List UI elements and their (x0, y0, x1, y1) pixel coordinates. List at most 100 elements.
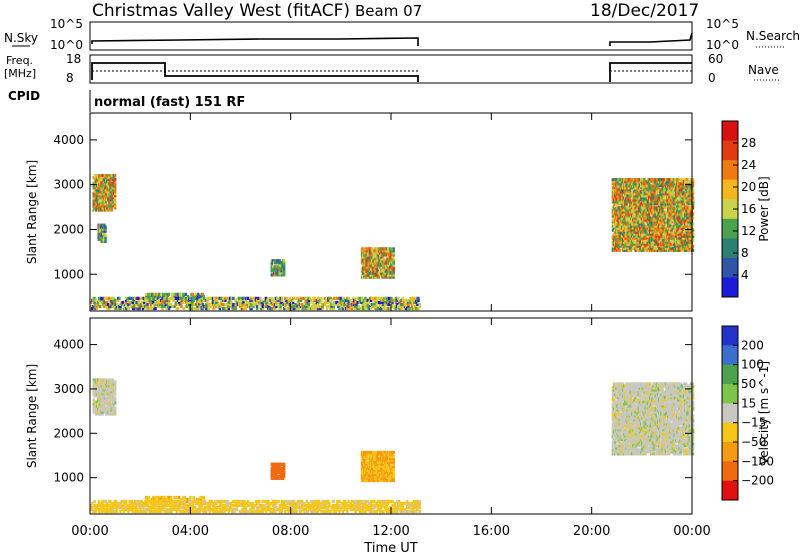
colorbar-title: Power [dB] (757, 176, 771, 241)
range-gate-cell (681, 178, 685, 182)
cpid-label: CPID (8, 89, 40, 103)
range-gate-cell (190, 304, 193, 309)
range-gate-cell (670, 188, 673, 192)
range-gate-cell (102, 188, 106, 192)
range-gate-cell (390, 450, 393, 455)
range-gate-cell (162, 292, 165, 296)
range-gate-cell (691, 244, 695, 248)
range-gate-cell (105, 300, 109, 305)
range-gate-cell (364, 304, 367, 309)
range-gate-cell (691, 180, 695, 184)
nsearch-label: N.Search (746, 29, 800, 43)
range-gate-cell (154, 497, 157, 502)
range-gate-cell (655, 192, 659, 196)
range-gate-cell (119, 503, 122, 508)
range-gate-cell (671, 246, 674, 250)
range-gate-cell (674, 184, 678, 188)
range-gate-cell (283, 273, 286, 277)
range-gate-cell (653, 190, 656, 194)
range-gate-cell (375, 458, 378, 463)
range-gate-cell (261, 302, 264, 307)
range-gate-cell (114, 388, 117, 392)
range-gate-cell (392, 259, 395, 263)
range-gate-cell (246, 296, 250, 300)
range-gate-cell (379, 304, 382, 309)
range-gate-cell (394, 306, 398, 311)
range-gate-cell (616, 208, 619, 212)
range-gate-cell (141, 302, 145, 307)
range-gate-cell (158, 294, 162, 298)
range-gate-cell (691, 236, 695, 240)
range-gate-cell (377, 464, 381, 469)
range-gate-cell (252, 304, 255, 309)
range-gate-cell (377, 468, 381, 473)
range-gate-cell (360, 247, 364, 251)
range-gate-cell (272, 273, 276, 277)
range-gate-cell (673, 244, 677, 248)
range-gate-cell (112, 390, 116, 394)
y-axis-title: Slant Range [km] (25, 160, 39, 264)
range-gate-cell (113, 509, 117, 514)
range-gate-cell (234, 306, 237, 311)
range-gate-cell (122, 499, 126, 504)
range-gate-cell (307, 306, 311, 311)
range-gate-cell (320, 298, 323, 302)
range-gate-cell (276, 300, 279, 305)
range-gate-cell (679, 208, 682, 212)
range-gate-cell (120, 302, 123, 307)
range-gate-cell (389, 468, 392, 473)
range-gate-cell (117, 505, 120, 510)
range-gate-cell (374, 275, 377, 279)
range-gate-cell (624, 206, 627, 210)
range-gate-cell (227, 306, 231, 311)
range-gate-cell (129, 507, 132, 512)
range-gate-cell (93, 300, 96, 305)
range-gate-cell (369, 474, 373, 479)
range-gate-cell (125, 306, 128, 311)
range-gate-cell (674, 234, 678, 238)
range-gate-cell (119, 306, 122, 311)
range-gate-cell (181, 296, 184, 300)
range-gate-cell (293, 306, 296, 311)
range-gate-cell (643, 234, 646, 238)
range-gate-cell (388, 476, 391, 481)
range-gate-cell (180, 497, 183, 502)
range-gate-cell (307, 300, 311, 305)
range-gate-cell (164, 302, 167, 307)
range-gate-cell (611, 186, 615, 190)
range-gate-cell (91, 505, 94, 510)
range-gate-cell (114, 306, 118, 311)
range-gate-cell (182, 306, 185, 311)
range-gate-cell (371, 273, 374, 277)
range-gate-cell (691, 178, 695, 182)
range-gate-cell (676, 222, 679, 226)
range-gate-cell (392, 271, 395, 275)
range-gate-cell (277, 296, 280, 300)
range-gate-cell (180, 292, 183, 296)
range-gate-cell (369, 460, 373, 465)
range-gate-cell (374, 474, 377, 479)
range-gate-cell (97, 298, 101, 302)
range-gate-cell (674, 232, 678, 236)
y-tick-label: 3000 (53, 178, 84, 192)
range-gate-cell (243, 304, 246, 309)
nave-tick-top: 60 (708, 52, 723, 66)
range-gate-cell (672, 212, 676, 216)
range-gate-cell (636, 184, 639, 188)
range-gate-cell (374, 470, 377, 475)
range-gate-cell (391, 255, 394, 259)
range-gate-cell (669, 192, 672, 196)
range-gate-cell (120, 505, 123, 510)
range-gate-cell (669, 230, 672, 234)
range-gate-cell (381, 296, 384, 300)
range-gate-cell (400, 306, 403, 311)
range-gate-cell (192, 497, 195, 502)
range-gate-cell (615, 214, 618, 218)
range-gate-cell (671, 210, 674, 214)
range-gate-cell (668, 198, 671, 202)
range-gate-cell (107, 396, 110, 400)
range-gate-cell (634, 218, 637, 222)
range-gate-cell (93, 499, 96, 504)
range-gate-cell (149, 304, 153, 309)
range-gate-cell (283, 466, 286, 470)
